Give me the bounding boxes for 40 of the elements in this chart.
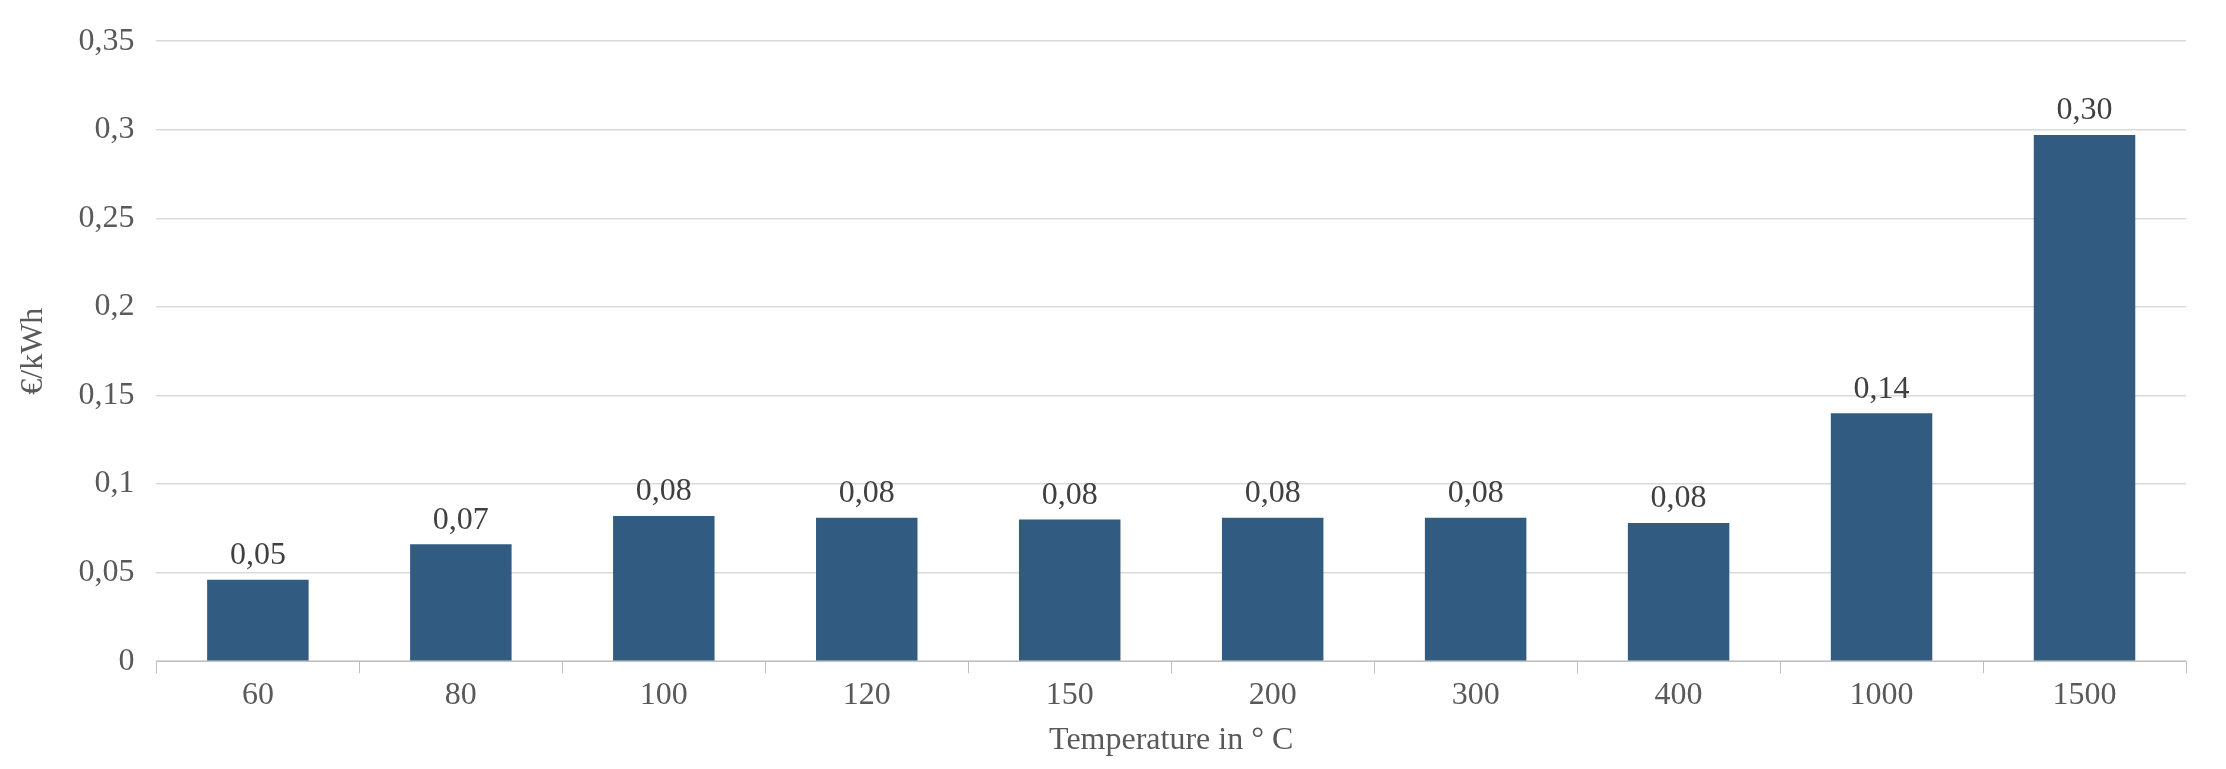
x-tick-label: 1500 — [2052, 674, 2117, 711]
bar — [1221, 517, 1324, 661]
x-tick-label: 120 — [842, 674, 891, 711]
x-tick-label: 150 — [1045, 674, 1094, 711]
x-tick-label: 400 — [1654, 674, 1703, 711]
bar — [2033, 135, 2136, 661]
y-tick-label: 0 — [118, 640, 135, 677]
y-tick-label: 0,25 — [78, 197, 135, 234]
data-label: 0,30 — [2056, 90, 2113, 127]
y-tick-label: 0,05 — [78, 552, 135, 589]
data-label: 0,08 — [1244, 473, 1301, 510]
data-label: 0,08 — [1041, 474, 1098, 511]
bar — [1018, 519, 1121, 661]
y-tick-label: 0,2 — [94, 286, 135, 323]
data-label: 0,08 — [1650, 478, 1707, 515]
data-label: 0,08 — [635, 471, 692, 508]
bar — [816, 517, 918, 661]
x-tick-label: 1000 — [1849, 674, 1914, 711]
y-tick-label: 0,35 — [78, 20, 135, 57]
y-axis-title: €/kWh — [12, 307, 49, 395]
x-axis-title: Temperature in ° C — [1049, 720, 1294, 757]
bar — [1830, 413, 1933, 661]
data-label: 0,08 — [838, 473, 895, 510]
x-tick-label: 60 — [241, 674, 274, 711]
bar — [207, 579, 309, 661]
data-label: 0,05 — [229, 535, 286, 572]
bar — [1627, 523, 1730, 661]
x-tick-label: 200 — [1248, 674, 1297, 711]
y-tick-label: 0,1 — [94, 463, 135, 500]
bar — [613, 515, 715, 661]
x-tick-label: 100 — [639, 674, 688, 711]
y-tick-label: 0,3 — [94, 109, 135, 146]
data-label: 0,07 — [432, 499, 489, 536]
x-tick-label: 300 — [1451, 674, 1500, 711]
bar — [410, 544, 512, 661]
data-label: 0,14 — [1853, 368, 1910, 405]
x-tick-label: 80 — [444, 674, 477, 711]
y-tick-label: 0,15 — [78, 374, 135, 411]
data-label: 0,08 — [1447, 473, 1504, 510]
bar — [1424, 517, 1527, 661]
